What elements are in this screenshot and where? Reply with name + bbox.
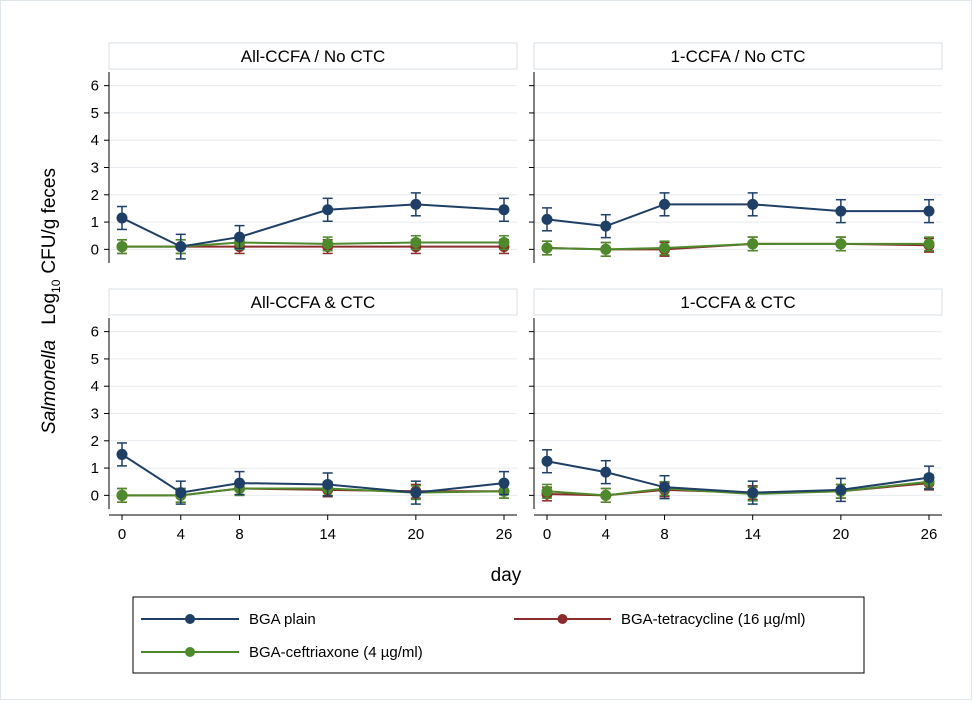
legend-box — [133, 597, 864, 673]
panel-title: 1-CCFA / No CTC — [670, 47, 805, 66]
y-axis-title: Salmonella Log10 CFU/g feces — [39, 168, 63, 434]
x-tick-label: 14 — [744, 526, 761, 543]
data-point — [924, 239, 934, 249]
x-tick-label: 20 — [408, 526, 425, 543]
y-axis-title-units: CFU/g feces — [39, 168, 60, 274]
data-point — [601, 244, 611, 254]
y-tick-label: 6 — [91, 324, 99, 341]
y-tick-label: 4 — [91, 132, 99, 149]
legend: BGA plain BGA-tetracycline (16 µg/ml) BGA-… — [133, 597, 864, 673]
x-tick-label: 4 — [177, 526, 185, 543]
legend-swatch-marker — [558, 614, 568, 624]
x-tick-label: 14 — [319, 526, 336, 543]
data-point — [836, 206, 846, 216]
data-point — [748, 199, 758, 209]
series-3 — [542, 237, 934, 256]
data-point — [323, 239, 333, 249]
data-point — [411, 199, 421, 209]
x-tick-label: 26 — [921, 526, 938, 543]
data-point — [601, 467, 611, 477]
data-point — [542, 456, 552, 466]
data-point — [660, 199, 670, 209]
data-point — [836, 485, 846, 495]
data-point — [542, 486, 552, 496]
panel-title: All-CCFA / No CTC — [241, 47, 386, 66]
legend-swatch-marker — [185, 647, 195, 657]
y-tick-label: 5 — [91, 351, 99, 368]
panel-2: 1-CCFA / No CTC — [529, 43, 942, 263]
data-point — [176, 242, 186, 252]
data-point — [660, 482, 670, 492]
y-tick-label: 2 — [91, 433, 99, 450]
y-tick-label: 2 — [91, 187, 99, 204]
data-point — [924, 206, 934, 216]
x-tick-label: 0 — [118, 526, 126, 543]
data-point — [748, 488, 758, 498]
legend-label: BGA-tetracycline (16 µg/ml) — [621, 611, 806, 628]
series-1 — [542, 193, 934, 238]
legend-swatch-marker — [185, 614, 195, 624]
data-point — [117, 213, 127, 223]
data-point — [117, 490, 127, 500]
panel-4: 1-CCFA & CTC 0 4 8 14 20 26 — [529, 289, 942, 543]
y-tick-label: 3 — [91, 160, 99, 177]
x-axis-title: day — [491, 565, 522, 586]
x-tick-label: 26 — [496, 526, 513, 543]
y-tick-label: 6 — [91, 78, 99, 95]
panel-1: All-CCFA / No CTC 0 1 2 3 4 5 6 — [91, 43, 517, 263]
y-tick-label: 5 — [91, 105, 99, 122]
data-point — [601, 221, 611, 231]
data-point — [924, 473, 934, 483]
series-2 — [542, 237, 934, 256]
legend-label: BGA-ceftriaxone (4 µg/ml) — [249, 644, 423, 661]
legend-label: BGA plain — [249, 611, 316, 628]
y-axis-title-organism: Salmonella — [39, 340, 60, 434]
y-axis-title-subscript: 10 — [49, 279, 63, 293]
data-point — [542, 214, 552, 224]
y-tick-label: 1 — [91, 460, 99, 477]
data-point — [836, 239, 846, 249]
data-point — [235, 232, 245, 242]
data-point — [117, 242, 127, 252]
data-point — [323, 205, 333, 215]
y-tick-label: 1 — [91, 214, 99, 231]
panels-group: All-CCFA / No CTC 0 1 2 3 4 5 6 1-CCFA / No CTC A… — [91, 43, 942, 543]
y-tick-label: 4 — [91, 378, 99, 395]
panel-title: All-CCFA & CTC — [251, 293, 376, 312]
data-point — [499, 478, 509, 488]
x-tick-label: 0 — [543, 526, 551, 543]
y-axis-title-log: Log — [39, 293, 60, 325]
data-point — [323, 479, 333, 489]
panel-title: 1-CCFA & CTC — [680, 293, 795, 312]
data-point — [542, 243, 552, 253]
x-tick-label: 4 — [602, 526, 610, 543]
data-point — [499, 205, 509, 215]
x-tick-label: 8 — [235, 526, 243, 543]
y-tick-label: 0 — [91, 241, 99, 258]
data-point — [117, 449, 127, 459]
data-point — [411, 488, 421, 498]
data-point — [235, 478, 245, 488]
series-line — [122, 454, 504, 492]
y-tick-label: 0 — [91, 487, 99, 504]
data-point — [601, 490, 611, 500]
data-point — [176, 488, 186, 498]
data-point — [499, 238, 509, 248]
panel-3: All-CCFA & CTC 0 1 2 3 4 5 6 0 4 8 14 20 26 — [91, 289, 517, 543]
data-point — [660, 243, 670, 253]
data-point — [411, 238, 421, 248]
x-tick-label: 20 — [833, 526, 850, 543]
series-3 — [542, 475, 934, 502]
x-tick-label: 8 — [660, 526, 668, 543]
data-point — [748, 239, 758, 249]
y-tick-label: 3 — [91, 406, 99, 423]
